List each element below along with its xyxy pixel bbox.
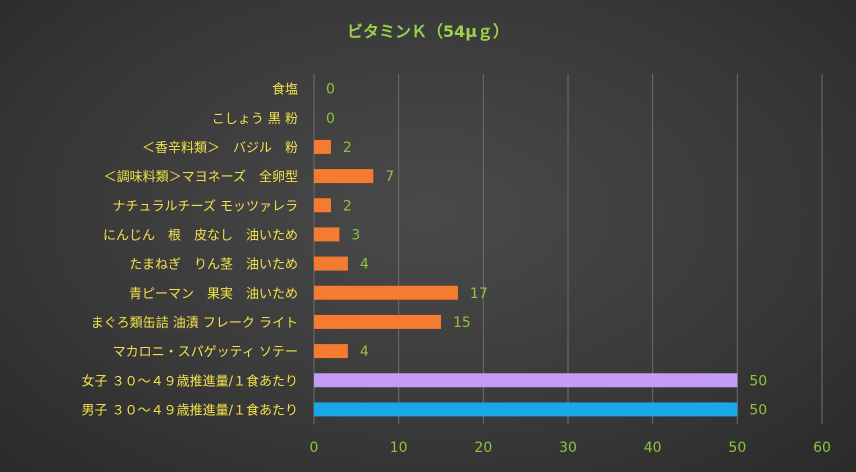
data-label: 17 (470, 286, 488, 302)
category-label: ＜香辛料類＞ バジル 粉 (142, 141, 298, 156)
data-label: 4 (360, 257, 369, 273)
bar (314, 373, 738, 388)
category-label: まぐろ類缶詰 油漬 フレーク ライト (91, 315, 298, 331)
category-label: 女子 ３０～４９歳推進量/１食あたり (81, 373, 298, 389)
bar (314, 402, 738, 417)
bars (314, 139, 738, 417)
bar (314, 285, 458, 300)
x-tick-label: 60 (813, 440, 831, 456)
bar (314, 227, 340, 242)
data-label: 2 (343, 140, 352, 156)
x-tick-label: 20 (474, 440, 492, 456)
x-tick-label: 50 (728, 440, 746, 456)
x-tick-label: 10 (390, 440, 408, 456)
x-tick-label: 40 (644, 440, 662, 456)
bar (314, 139, 331, 154)
grid-lines (313, 74, 823, 424)
data-label: 50 (749, 373, 767, 389)
category-label: にんじん 根 皮なし 油いため (103, 228, 298, 243)
data-label: 2 (343, 198, 352, 214)
x-tick-label: 30 (559, 440, 577, 456)
category-label: ナチュラルチーズ モッツァレラ (113, 198, 298, 214)
data-label: 3 (351, 227, 360, 243)
category-label: 食塩 (272, 82, 298, 98)
bar (314, 256, 348, 271)
data-label: 50 (749, 402, 767, 418)
bar (314, 169, 374, 184)
labels: 0 10 20 30 40 50 60 食塩 0 こしょう 黒 粉 0 ＜香辛料類＞ バジル 粉 2 ＜調… (81, 82, 830, 456)
x-tick-label: 0 (310, 440, 319, 456)
category-label: ＜調味料類＞マヨネーズ 全卵型 (104, 169, 298, 185)
data-label: 0 (326, 111, 335, 127)
data-label: 4 (360, 344, 369, 360)
bar (314, 344, 348, 359)
data-label: 7 (385, 169, 394, 185)
data-label: 15 (453, 315, 471, 331)
category-label: 青ピーマン 果実 油いため (129, 286, 298, 302)
category-label: こしょう 黒 粉 (212, 112, 298, 127)
category-label: 男子 ３０～４９歳推進量/１食あたり (81, 402, 298, 418)
chart-title: ビタミンＫ（54μｇ） (347, 22, 509, 42)
bar (314, 198, 331, 213)
bar (314, 314, 441, 329)
category-label: たまねぎ りん茎 油いため (129, 258, 298, 273)
category-label: マカロニ・スパゲッティ ソテー (113, 345, 298, 360)
data-label: 0 (326, 82, 335, 98)
